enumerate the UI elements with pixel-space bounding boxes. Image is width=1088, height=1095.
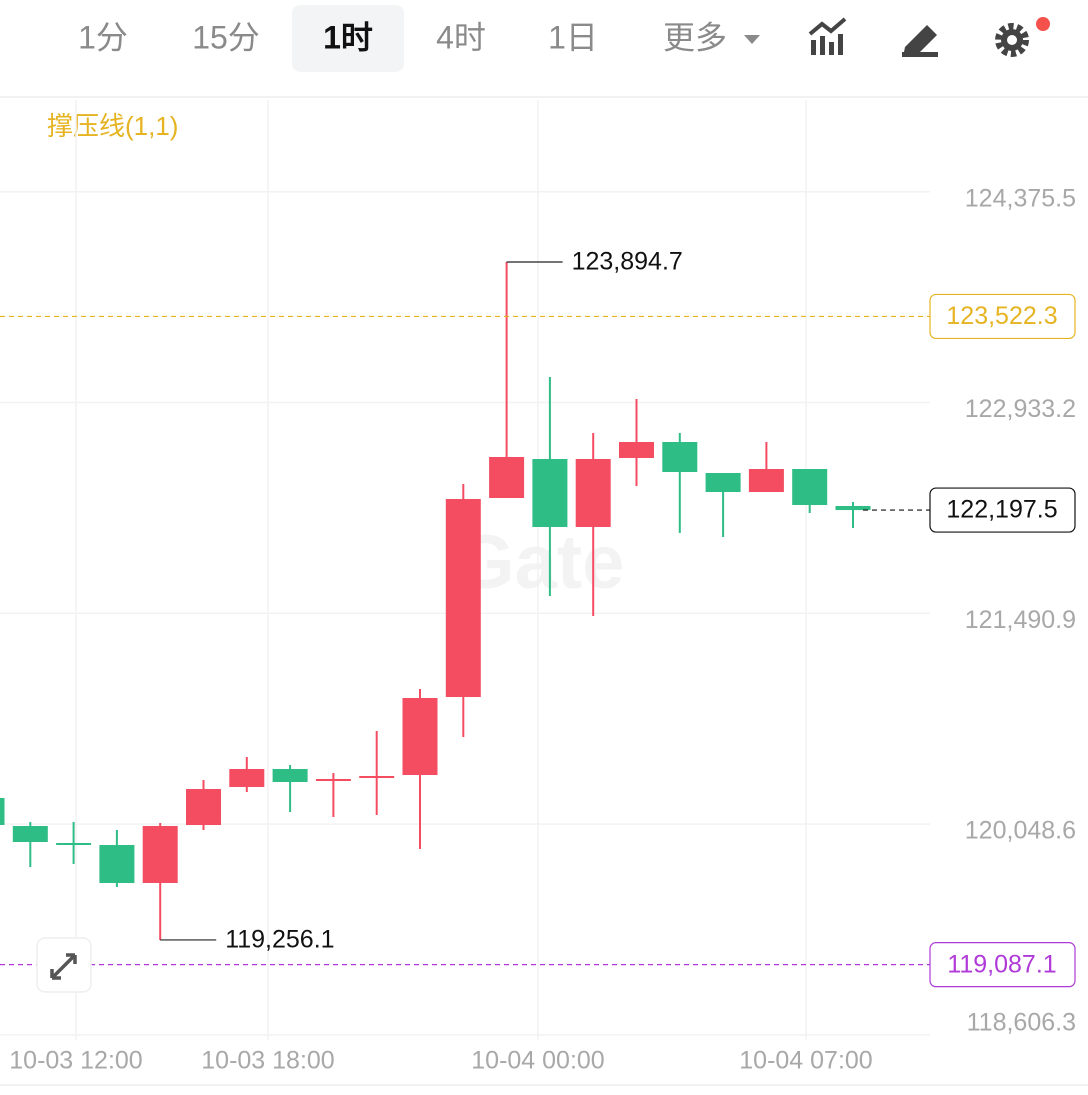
toolbar: 1分 15分 1时 4时 1日 更多 bbox=[78, 5, 760, 72]
y-tick-label: 118,606.3 bbox=[967, 1009, 1076, 1037]
price-label-box bbox=[929, 293, 1076, 340]
price-label: 122,197.5 bbox=[946, 496, 1057, 524]
price-label: 123,522.3 bbox=[946, 302, 1057, 330]
candle-body bbox=[575, 459, 611, 527]
timeframe-tab[interactable]: 15分 bbox=[192, 19, 260, 55]
price-label-box bbox=[929, 942, 1076, 988]
candle-body bbox=[489, 456, 525, 498]
candle-body bbox=[0, 797, 5, 826]
x-tick-label: 10-03 18:00 bbox=[201, 1047, 334, 1075]
dropdown-arrow bbox=[744, 35, 760, 44]
price-label: 119,087.1 bbox=[947, 950, 1056, 978]
candle-body bbox=[792, 468, 828, 505]
timeframe-tab[interactable]: 1分 bbox=[78, 19, 128, 55]
annotation-label: 123,894.7 bbox=[572, 248, 683, 276]
candle-body bbox=[56, 842, 92, 845]
settings-icon[interactable] bbox=[995, 17, 1050, 57]
x-tick-label: 10-03 12:00 bbox=[9, 1047, 142, 1075]
y-tick-label: 124,375.5 bbox=[965, 184, 1076, 212]
indicator-label: 撑压线(1,1) bbox=[47, 111, 178, 141]
y-tick-label: 121,490.9 bbox=[965, 606, 1076, 634]
price-label-box bbox=[929, 487, 1076, 533]
expand-button[interactable] bbox=[36, 937, 92, 993]
timeframe-tab[interactable]: 更多 bbox=[663, 19, 727, 55]
timeframe-tab[interactable]: 4时 bbox=[436, 19, 486, 55]
candle-body bbox=[748, 468, 784, 493]
candle-body bbox=[12, 825, 48, 843]
draw-icon[interactable] bbox=[902, 25, 938, 57]
candle-body bbox=[705, 473, 741, 493]
y-tick-label: 120,048.6 bbox=[965, 817, 1076, 845]
timeframe-tab[interactable]: 1时 bbox=[323, 19, 373, 55]
candle-body bbox=[835, 506, 871, 511]
active-tab-bg bbox=[292, 5, 404, 72]
timeframe-tab[interactable]: 1日 bbox=[548, 19, 598, 55]
annotation-label: 119,256.1 bbox=[225, 926, 334, 954]
candle-body bbox=[272, 768, 308, 782]
candle-body bbox=[142, 825, 178, 883]
x-tick-label: 10-04 00:00 bbox=[471, 1047, 604, 1075]
watermark: Gate bbox=[456, 520, 625, 605]
candle-body bbox=[662, 442, 698, 472]
candle-body bbox=[229, 768, 265, 788]
candle-body bbox=[402, 697, 438, 776]
y-tick-label: 122,933.2 bbox=[965, 395, 1076, 423]
x-tick-label: 10-04 07:00 bbox=[739, 1047, 872, 1075]
candle-body bbox=[445, 499, 481, 698]
candle-body bbox=[186, 788, 221, 826]
candle-body bbox=[99, 844, 135, 883]
candle-body bbox=[532, 459, 568, 527]
indicator-icon[interactable] bbox=[808, 17, 847, 55]
plot-area: 撑压线(1,1) Gate 118,606.3 120,048.6 121,490.9 1… bbox=[0, 100, 1076, 1075]
candle-body bbox=[619, 442, 654, 458]
candle-body bbox=[315, 778, 351, 781]
candle-body bbox=[359, 775, 395, 779]
